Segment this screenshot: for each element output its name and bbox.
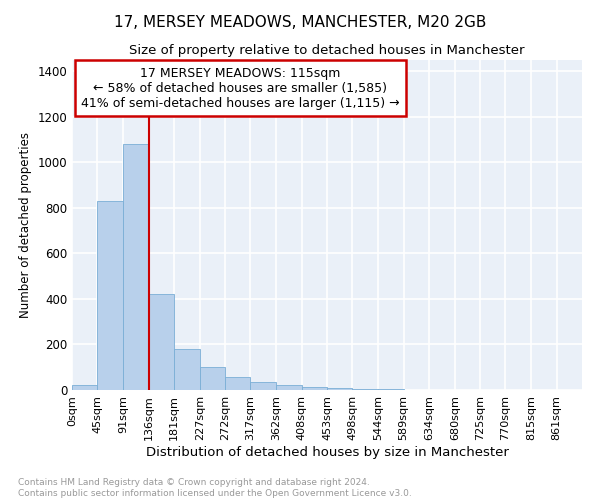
- Text: 17, MERSEY MEADOWS, MANCHESTER, M20 2GB: 17, MERSEY MEADOWS, MANCHESTER, M20 2GB: [114, 15, 486, 30]
- Y-axis label: Number of detached properties: Number of detached properties: [19, 132, 32, 318]
- Bar: [200, 367, 225, 390]
- Bar: [276, 386, 302, 390]
- Title: Size of property relative to detached houses in Manchester: Size of property relative to detached ho…: [129, 44, 525, 58]
- Bar: [149, 294, 174, 390]
- Bar: [225, 377, 250, 390]
- Bar: [302, 388, 327, 390]
- Bar: [97, 201, 123, 390]
- Text: 17 MERSEY MEADOWS: 115sqm
← 58% of detached houses are smaller (1,585)
41% of se: 17 MERSEY MEADOWS: 115sqm ← 58% of detac…: [81, 66, 400, 110]
- Bar: [123, 144, 149, 390]
- Text: Contains HM Land Registry data © Crown copyright and database right 2024.
Contai: Contains HM Land Registry data © Crown c…: [18, 478, 412, 498]
- Bar: [72, 386, 97, 390]
- Bar: [327, 388, 352, 390]
- Bar: [174, 349, 200, 390]
- X-axis label: Distribution of detached houses by size in Manchester: Distribution of detached houses by size …: [146, 446, 508, 458]
- Bar: [352, 389, 378, 390]
- Bar: [250, 382, 276, 390]
